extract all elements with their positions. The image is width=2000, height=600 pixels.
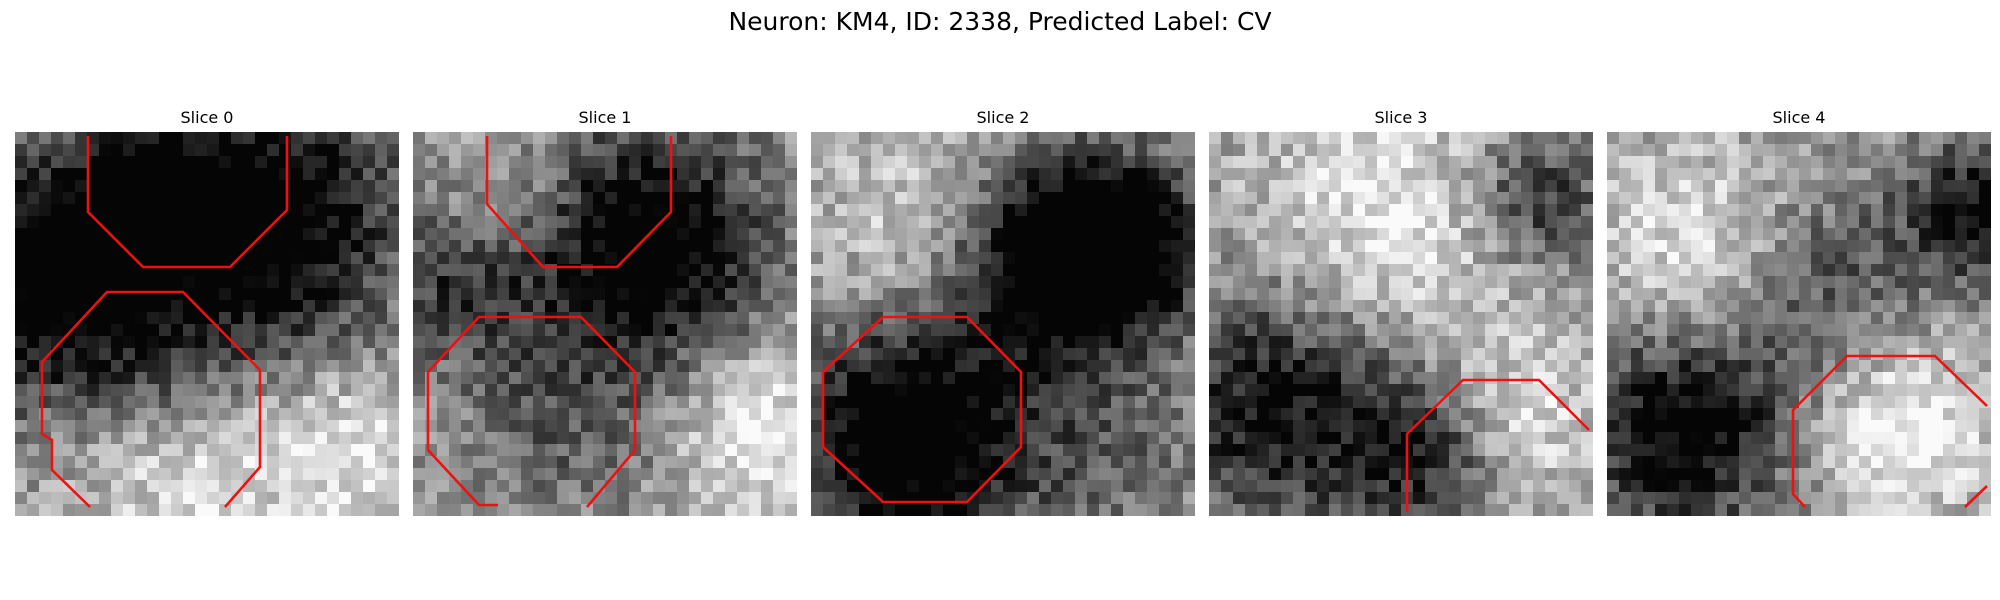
contour-overlay [426,136,673,508]
contour-line [821,315,1023,504]
grayscale-image [413,132,797,516]
contour-line [426,315,637,508]
slice-title-0: Slice 0 [180,108,234,127]
slice-panel-4: Slice 4 [1607,108,1991,516]
grayscale-image [1607,132,1991,516]
slice-title-2: Slice 2 [976,108,1030,127]
slice-panel-3: Slice 3 [1209,108,1593,516]
slice-image-1 [413,132,797,516]
slice-title-4: Slice 4 [1772,108,1826,127]
slice-image-4 [1607,132,1991,516]
slice-panel-1: Slice 1 [413,108,797,516]
slice-panel-2: Slice 2 [811,108,1195,516]
slice-panel-0: Slice 0 [15,108,399,516]
contour-overlay [1405,378,1590,512]
contour-line [86,136,289,269]
slice-title-3: Slice 3 [1374,108,1428,127]
slice-image-0 [15,132,399,516]
contour-overlay [1791,354,1988,508]
contour-overlay [40,136,289,508]
contour-overlay [821,315,1023,504]
contour-line [1405,378,1590,512]
contour-line [485,136,673,269]
slice-image-2 [811,132,1195,516]
slice-title-1: Slice 1 [578,108,632,127]
contour-line [1964,485,1988,508]
contour-line [40,290,262,508]
grayscale-image [1209,132,1593,516]
figure-title: Neuron: KM4, ID: 2338, Predicted Label: … [728,7,1272,36]
slice-image-3 [1209,132,1593,516]
contour-line [1791,354,1988,508]
